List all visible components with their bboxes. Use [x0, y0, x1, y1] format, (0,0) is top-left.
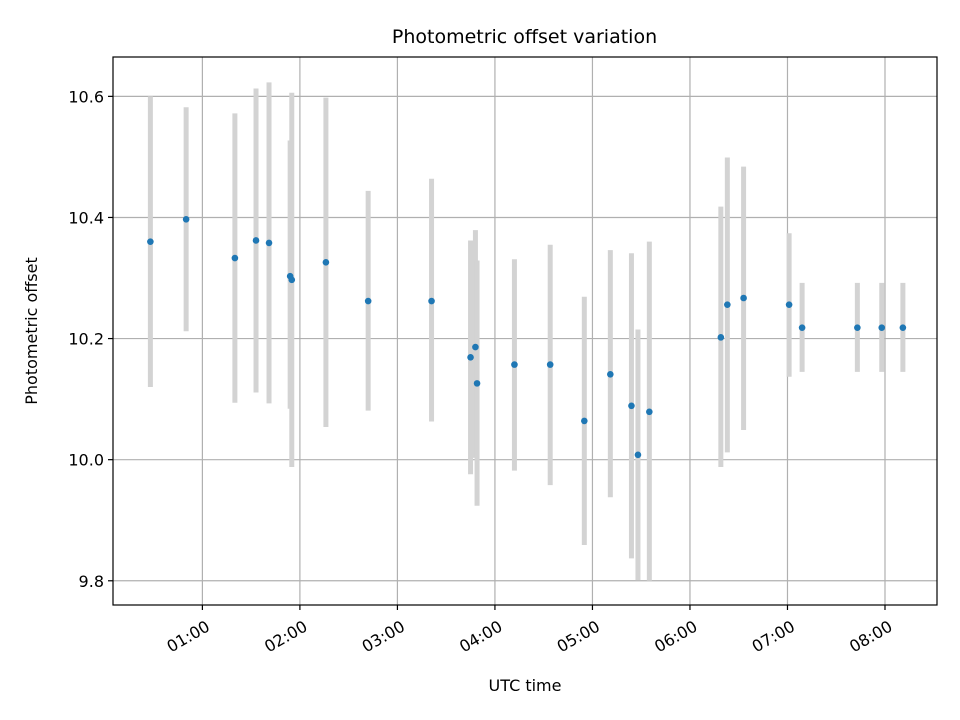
data-point [899, 324, 907, 331]
data-point [546, 361, 554, 368]
chart-title: Photometric offset variation [392, 26, 657, 48]
data-point [265, 239, 273, 247]
y-tick-label: 10.6 [68, 87, 104, 106]
point-layer [147, 215, 907, 459]
data-point [798, 324, 806, 331]
y-tick-label: 9.8 [79, 572, 104, 591]
data-point [147, 238, 154, 245]
data-point [628, 402, 635, 410]
data-point [182, 215, 190, 223]
grid-layer [113, 57, 937, 605]
data-point [364, 297, 372, 305]
data-point [511, 361, 518, 368]
y-tick-label: 10.0 [68, 451, 104, 470]
data-point [581, 417, 588, 425]
data-point [428, 297, 435, 305]
data-point [785, 301, 793, 308]
data-point [252, 237, 260, 244]
data-point [646, 408, 653, 416]
data-point [878, 324, 886, 331]
data-point [288, 276, 296, 284]
data-point [467, 354, 474, 361]
y-axis-title: Photometric offset [22, 257, 41, 405]
y-tick-label: 10.2 [68, 330, 104, 349]
data-point [231, 254, 239, 262]
data-point [740, 294, 747, 302]
data-point [717, 334, 725, 341]
y-tick-label: 10.4 [68, 208, 104, 227]
data-point [607, 370, 614, 378]
data-point [854, 324, 861, 331]
data-point [724, 301, 731, 308]
plot-frame [112, 56, 938, 606]
x-axis-title: UTC time [489, 676, 562, 695]
data-point [472, 343, 479, 351]
data-point [322, 258, 330, 266]
data-point [473, 380, 481, 387]
data-point [634, 451, 642, 459]
